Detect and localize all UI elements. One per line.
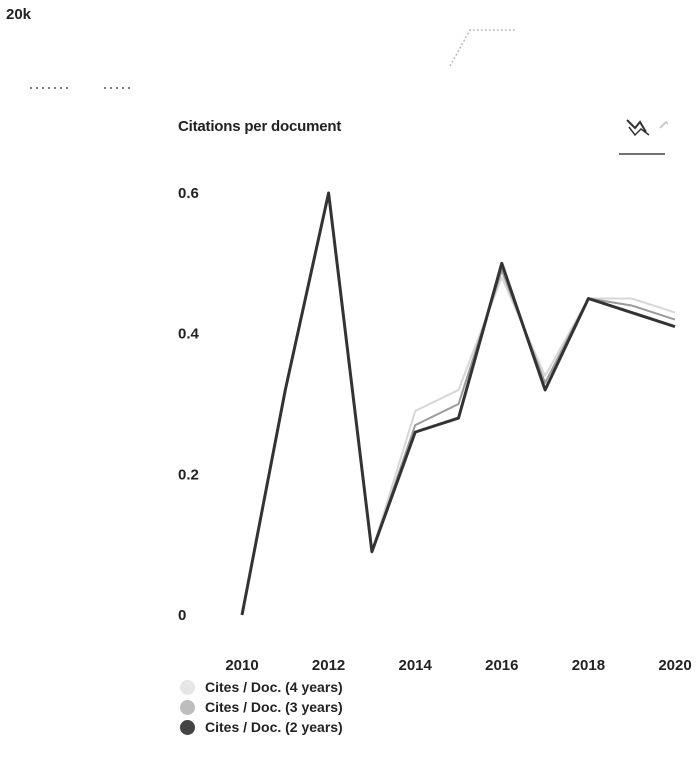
x-tick-label: 2018 (572, 657, 605, 674)
x-tick-label: 2016 (485, 657, 518, 674)
legend-label: Cites / Doc. (2 years) (205, 719, 343, 735)
y-tick-label: 0 (178, 607, 186, 624)
legend-item-2-years[interactable]: Cites / Doc. (2 years) (180, 717, 343, 737)
y-tick-label: 0.2 (178, 466, 199, 483)
chart-type-toggle[interactable] (618, 110, 669, 156)
x-axis-ticks: 2010 2012 2014 2016 2018 2020 (225, 657, 691, 674)
legend-label: Cites / Doc. (3 years) (205, 699, 343, 715)
previous-chart-fragment (30, 29, 515, 89)
legend-swatch-3-years (180, 699, 195, 715)
series-line (240, 191, 676, 616)
y-tick-label: 0.4 (178, 326, 200, 343)
legend-item-4-years[interactable]: Cites / Doc. (4 years) (180, 677, 343, 697)
legend-item-3-years[interactable]: Cites / Doc. (3 years) (180, 697, 343, 717)
series-line (241, 192, 676, 616)
legend-label: Cites / Doc. (4 years) (205, 679, 343, 695)
y-tick-label: 0.6 (178, 185, 199, 202)
previous-chart-line (449, 29, 515, 67)
chart-series (240, 191, 676, 616)
legend-swatch-4-years (180, 679, 195, 695)
chart-legend: Cites / Doc. (4 years) Cites / Doc. (3 y… (180, 677, 343, 737)
area-chart-icon[interactable] (659, 120, 669, 129)
x-tick-label: 2020 (658, 657, 691, 674)
line-chart-icon[interactable] (619, 119, 665, 155)
x-tick-label: 2012 (312, 657, 345, 674)
y-axis-ticks: 0 0.2 0.4 0.6 (178, 185, 200, 624)
legend-swatch-2-years (180, 719, 195, 735)
previous-chart-value: 20k (6, 6, 32, 23)
chart-title: Citations per document (178, 118, 342, 135)
x-tick-label: 2010 (225, 657, 258, 674)
x-tick-label: 2014 (399, 657, 433, 674)
